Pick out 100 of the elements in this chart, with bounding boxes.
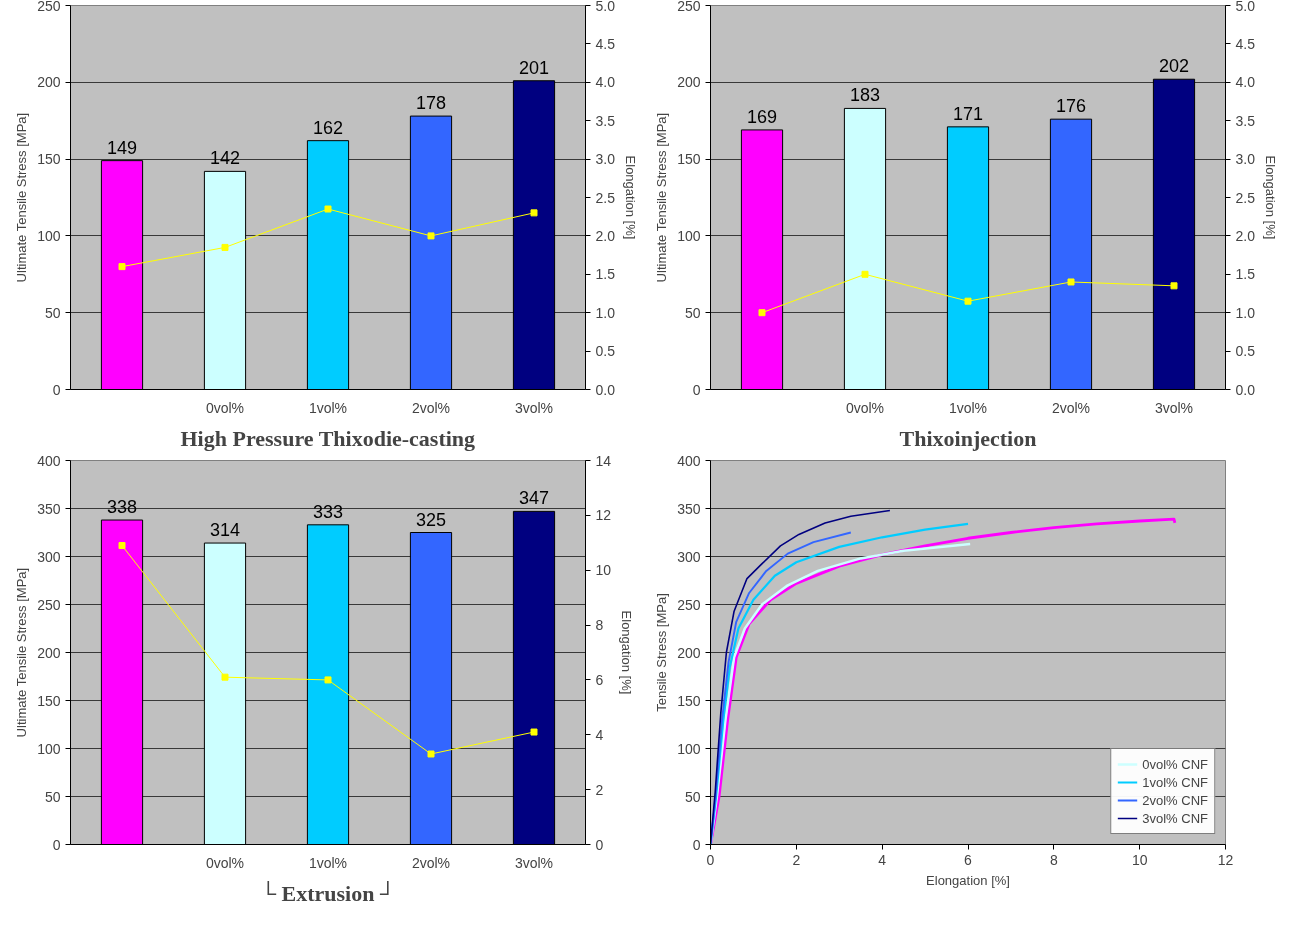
y-tick-label: 0 [692, 836, 701, 853]
y2-tick-label: 1.0 [1235, 304, 1256, 321]
y2-tick-label: 4.0 [1235, 74, 1256, 91]
y-axis-title: Ultimate Tensile Stress [MPa] [14, 112, 30, 283]
y-tick-label: 50 [684, 304, 701, 321]
y2-tick-label: 3.0 [595, 151, 616, 168]
y2-tick-label: 14 [595, 452, 612, 469]
x-tick-label: 1vol% [308, 399, 348, 416]
y-tick-label: 400 [677, 452, 701, 469]
y2-tick-label: 0.5 [1235, 343, 1256, 360]
y2-tick-label: 3.0 [1235, 151, 1256, 168]
y2-axis-title: Elongation [%] [622, 155, 638, 240]
x-tick-label: 2 [792, 851, 801, 868]
y2-tick-label: 5.0 [1235, 0, 1256, 14]
data-label: 325 [415, 509, 447, 530]
y-tick-label: 200 [37, 644, 61, 661]
x-tick-label: 0 [706, 851, 715, 868]
y-tick-label: 0 [52, 836, 61, 853]
legend-label: 1vol% CNF [1142, 773, 1208, 791]
y2-tick-label: 10 [595, 562, 612, 579]
data-label: 171 [952, 103, 984, 124]
y-tick-label: 350 [37, 500, 61, 517]
legend-label: 3vol% CNF [1142, 809, 1208, 827]
data-label: 201 [518, 57, 550, 78]
x-tick-label: 3vol% [1154, 399, 1194, 416]
y-axis-title: Ultimate Tensile Stress [MPa] [14, 567, 30, 738]
x-tick-label: 10 [1131, 851, 1148, 868]
y2-tick-label: 0.0 [1235, 381, 1256, 398]
x-tick-label: 3vol% [514, 399, 554, 416]
y2-tick-label: 4.5 [1235, 35, 1256, 52]
data-label: 176 [1055, 96, 1087, 117]
y2-tick-label: 2.5 [1235, 189, 1256, 206]
y-tick-label: 300 [37, 548, 61, 565]
y2-tick-label: 1.5 [1235, 266, 1256, 283]
y-tick-label: 250 [37, 0, 61, 14]
y2-tick-label: 2.5 [595, 189, 616, 206]
y-axis-title: Tensile Stress [MPa] [654, 593, 670, 712]
x-tick-label: 1vol% [308, 854, 348, 871]
text: High Pressure Thixodie-casting [180, 425, 476, 451]
y-tick-label: 0 [52, 381, 61, 398]
y-tick-label: 250 [677, 0, 701, 14]
y2-tick-label: 6 [595, 671, 604, 688]
x-tick-label: 0vol% [205, 854, 245, 871]
y2-axis-title: Elongation [%] [1262, 155, 1278, 240]
y-tick-label: 100 [677, 227, 701, 244]
x-tick-label: 2vol% [411, 399, 451, 416]
y-tick-label: 150 [677, 151, 701, 168]
x-tick-label: 4 [878, 851, 887, 868]
y-tick-label: 200 [677, 644, 701, 661]
x-tick-label: 6 [964, 851, 973, 868]
x-axis-title: Elongation [%] [926, 872, 1010, 888]
y-tick-label: 400 [37, 452, 61, 469]
y2-tick-label: 2 [595, 781, 604, 798]
y-tick-label: 350 [677, 500, 701, 517]
y2-tick-label: 0.0 [595, 381, 616, 398]
y-tick-label: 150 [677, 692, 701, 709]
y-tick-label: 200 [677, 74, 701, 91]
y-tick-label: 100 [37, 227, 61, 244]
legend-label: 2vol% CNF [1142, 791, 1208, 809]
data-label: 202 [1158, 56, 1190, 77]
y2-tick-label: 2.0 [1235, 227, 1256, 244]
y2-tick-label: 3.5 [595, 112, 616, 129]
data-label: 149 [106, 137, 138, 158]
y-axis-title: Ultimate Tensile Stress [MPa] [654, 112, 670, 283]
y-tick-label: 50 [44, 304, 61, 321]
data-label: 347 [518, 488, 550, 509]
x-tick-label: 2vol% [1051, 399, 1091, 416]
y-tick-label: 100 [677, 740, 701, 757]
y2-tick-label: 5.0 [595, 0, 616, 14]
y2-tick-label: 8 [595, 617, 604, 634]
x-tick-label: 0vol% [205, 399, 245, 416]
data-label: 162 [312, 117, 344, 138]
y2-tick-label: 0.5 [595, 343, 616, 360]
y2-tick-label: 4.5 [595, 35, 616, 52]
legend-label: 0vol% CNF [1142, 755, 1208, 773]
x-tick-label: 0vol% [845, 399, 885, 416]
data-label: 169 [746, 106, 778, 127]
text: └ Extrusion ┘ [260, 879, 396, 906]
data-label: 178 [415, 93, 447, 114]
y-tick-label: 150 [37, 692, 61, 709]
y-tick-label: 250 [37, 596, 61, 613]
y2-tick-label: 3.5 [1235, 112, 1256, 129]
y2-tick-label: 4 [595, 726, 604, 743]
y2-axis-title: Elongation [%] [619, 610, 635, 695]
x-tick-label: 1vol% [948, 399, 988, 416]
x-tick-label: 2vol% [411, 854, 451, 871]
y2-tick-label: 1.0 [595, 304, 616, 321]
y-tick-label: 100 [37, 740, 61, 757]
y2-tick-label: 0 [595, 836, 604, 853]
y2-tick-label: 1.5 [595, 266, 616, 283]
x-tick-label: 3vol% [514, 854, 554, 871]
y-tick-label: 200 [37, 74, 61, 91]
y-tick-label: 50 [44, 788, 61, 805]
y-tick-label: 250 [677, 596, 701, 613]
y-tick-label: 150 [37, 151, 61, 168]
text: Thixoinjection [899, 425, 1037, 451]
y-tick-label: 50 [684, 788, 701, 805]
y2-tick-label: 4.0 [595, 74, 616, 91]
y2-tick-label: 12 [595, 507, 612, 524]
y-tick-label: 0 [692, 381, 701, 398]
